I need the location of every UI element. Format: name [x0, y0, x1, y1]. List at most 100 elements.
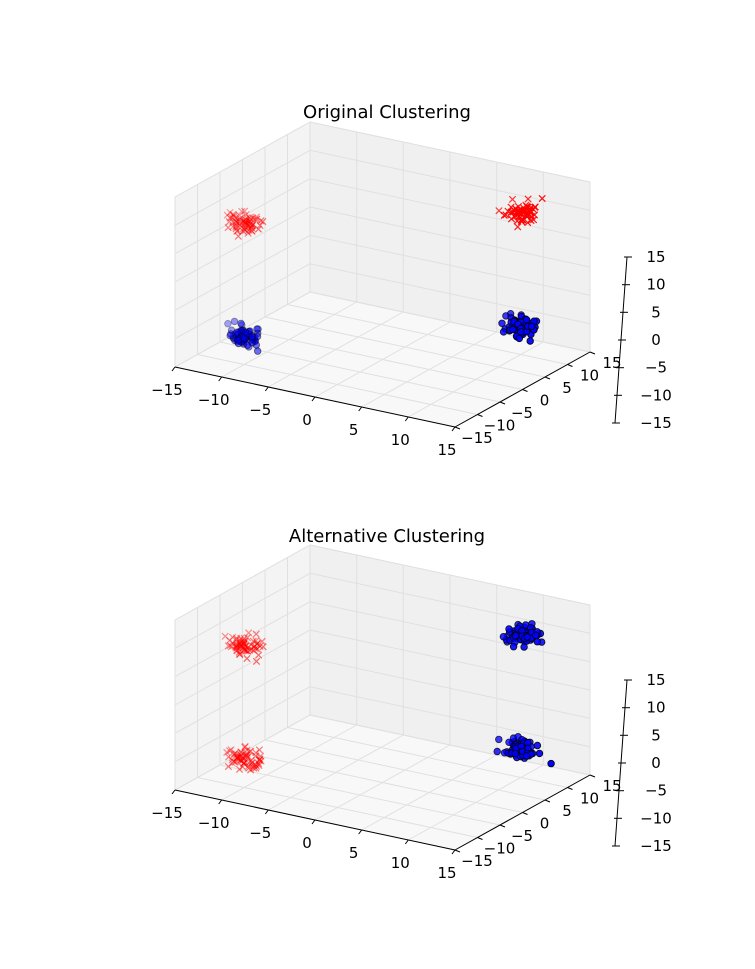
scatter-point-cluster-2 — [515, 210, 523, 218]
scatter-point-cluster-2 — [224, 762, 233, 771]
alternative-clustering-plot: −15−10−5051015−15−10−5051015−15−10−50510… — [151, 526, 672, 882]
scatter-point-cluster-1 — [499, 633, 508, 641]
scatter-point-cluster-1 — [495, 735, 503, 744]
scatter-point-cluster-2 — [233, 644, 242, 652]
scatter-point-cluster-1 — [499, 328, 508, 336]
x-tick — [171, 789, 176, 795]
x-tick — [311, 396, 316, 402]
y-tick — [589, 351, 596, 355]
scatter-point-cluster-2 — [235, 211, 244, 220]
scatter-layer — [221, 620, 555, 774]
scatter-point-cluster-2 — [245, 762, 253, 770]
gridline — [174, 601, 311, 678]
scatter-point-cluster-2 — [230, 212, 238, 221]
scatter-point-cluster-2 — [254, 225, 263, 233]
y-tick-label: −5 — [511, 827, 533, 845]
y-tick-label: 15 — [602, 354, 621, 372]
scatter-point-cluster-2 — [237, 748, 245, 757]
scatter-point-cluster-2 — [517, 217, 526, 226]
z-tick-label: −10 — [640, 386, 672, 404]
scatter-point-cluster-2 — [240, 759, 248, 768]
scatter-point-cluster-2 — [228, 633, 237, 641]
x-tick-label: 15 — [437, 441, 456, 459]
y-tick — [522, 812, 528, 815]
scatter-point-cluster-2 — [226, 641, 234, 650]
gridline — [219, 341, 501, 403]
scatter-point-cluster-2 — [232, 634, 241, 642]
scatter-point-cluster-2 — [259, 643, 267, 651]
original-clustering-plot: −15−10−5051015−15−10−5051015−15−10−50510… — [151, 102, 672, 459]
scatter-point-cluster-2 — [229, 210, 237, 218]
gridline — [287, 304, 568, 365]
y-tick-label: −10 — [484, 840, 516, 858]
gridline — [264, 316, 546, 378]
z-tick-label: 0 — [651, 754, 661, 772]
y-tick-label: 5 — [562, 802, 572, 820]
y-tick-label: −10 — [484, 417, 516, 435]
x-tick — [451, 849, 456, 855]
scatter-point-cluster-2 — [524, 195, 532, 203]
scatter-point-cluster-2 — [246, 646, 254, 654]
scatter-point-cluster-2 — [226, 214, 234, 222]
scatter-point-cluster-2 — [254, 759, 263, 768]
y-tick-label: 10 — [580, 790, 599, 808]
scatter-point-cluster-2 — [227, 746, 235, 754]
scatter-point-cluster-1 — [505, 738, 513, 746]
scatter-point-cluster-2 — [231, 749, 239, 757]
scatter-point-cluster-1 — [527, 322, 536, 331]
scatter-point-cluster-2 — [523, 212, 531, 220]
scatter-point-cluster-1 — [522, 752, 531, 760]
scatter-point-cluster-2 — [238, 207, 246, 216]
gridline — [174, 178, 311, 255]
z-tick-label: 10 — [646, 276, 665, 294]
scatter-point-cluster-2 — [225, 217, 233, 226]
z-tick-label: 15 — [646, 671, 665, 689]
scatter-point-cluster-1 — [509, 643, 518, 651]
x-tick — [218, 799, 223, 805]
scatter-point-cluster-1 — [233, 328, 241, 336]
scatter-point-cluster-1 — [498, 319, 506, 327]
gridline — [309, 601, 591, 663]
gridline — [174, 572, 311, 649]
y-tick — [499, 824, 506, 828]
gridline — [309, 714, 591, 776]
scatter-point-cluster-2 — [224, 223, 232, 232]
gridline — [174, 234, 311, 311]
scatter-point-cluster-2 — [517, 209, 526, 218]
scatter-point-cluster-2 — [223, 211, 231, 219]
scatter-point-cluster-1 — [522, 316, 531, 324]
gridline — [264, 739, 546, 801]
x-tick-label: −15 — [151, 804, 183, 822]
scatter-point-cluster-2 — [530, 211, 539, 219]
gridline — [174, 714, 311, 791]
scatter-point-cluster-2 — [251, 644, 259, 653]
scatter-point-cluster-2 — [243, 749, 251, 758]
scatter-point-cluster-2 — [245, 629, 253, 637]
scatter-point-cluster-1 — [234, 336, 242, 344]
scatter-point-cluster-2 — [231, 758, 239, 766]
scatter-point-cluster-2 — [241, 743, 249, 751]
gridline — [174, 206, 311, 283]
scatter-point-cluster-1 — [511, 749, 519, 758]
scatter-point-cluster-2 — [240, 207, 249, 215]
x-tick-label: 5 — [349, 421, 359, 439]
z-tick-label: −5 — [645, 359, 667, 377]
scatter-point-cluster-2 — [514, 223, 522, 231]
y-tick — [589, 774, 596, 778]
scatter-point-cluster-2 — [235, 648, 243, 656]
scatter-point-cluster-2 — [225, 636, 234, 645]
y-tick-label: 0 — [540, 815, 550, 833]
gridline — [309, 291, 591, 353]
x-tick — [311, 819, 316, 825]
scatter-point-cluster-2 — [243, 634, 252, 642]
scatter-point-cluster-2 — [236, 214, 244, 223]
x-tick-label: 0 — [302, 411, 312, 429]
scatter-point-cluster-2 — [227, 643, 236, 651]
scatter-point-cluster-2 — [232, 635, 241, 644]
gridline — [174, 629, 311, 706]
y-tick-label: 5 — [562, 379, 572, 397]
scatter-layer — [223, 194, 546, 355]
gridline — [309, 121, 591, 183]
scatter-point-cluster-2 — [230, 211, 238, 219]
